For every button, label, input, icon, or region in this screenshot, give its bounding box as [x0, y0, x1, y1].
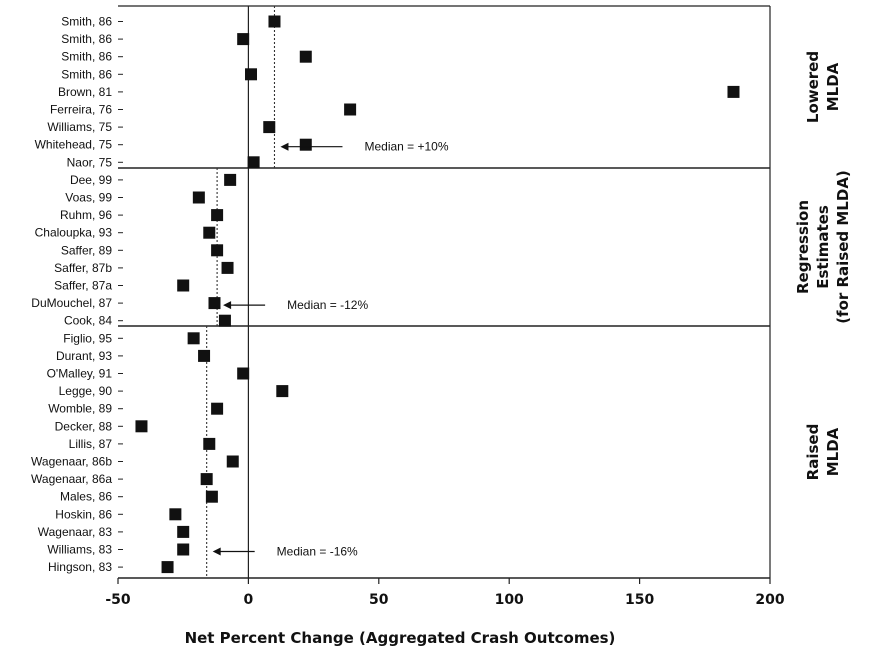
- panel-label-line: MLDA: [824, 62, 842, 111]
- study-label: Saffer, 87b: [54, 261, 112, 275]
- panel-label-line: Estimates: [814, 205, 832, 289]
- study-label: Ferreira, 76: [50, 103, 112, 117]
- study-point: [248, 156, 260, 168]
- median-arrowhead: [223, 301, 231, 309]
- study-label: Wagenaar, 86b: [31, 455, 112, 469]
- study-label: Chaloupka, 93: [35, 226, 113, 240]
- study-label: Smith, 86: [61, 32, 112, 46]
- study-label: Whitehead, 75: [35, 138, 113, 152]
- study-point: [177, 544, 189, 556]
- study-label: Williams, 83: [47, 543, 112, 557]
- study-point: [206, 491, 218, 503]
- study-label: Womble, 89: [48, 402, 112, 416]
- study-point: [162, 561, 174, 573]
- study-label: Figlio, 95: [63, 331, 112, 345]
- study-label: Legge, 90: [59, 384, 113, 398]
- data-points: [135, 16, 739, 574]
- x-tick-label: 200: [755, 592, 784, 608]
- study-label: Wagenaar, 83: [38, 525, 113, 539]
- study-label: Hingson, 83: [48, 560, 112, 574]
- study-point: [245, 68, 257, 80]
- study-point: [203, 227, 215, 239]
- study-label: Naor, 75: [67, 155, 113, 169]
- median-label: Median = -16%: [277, 545, 358, 559]
- study-labels: Smith, 86 Smith, 86 Smith, 86 Smith, 86 Brow…: [31, 15, 123, 575]
- median-arrowhead: [213, 548, 221, 556]
- study-point: [201, 473, 213, 485]
- study-point: [211, 244, 223, 256]
- study-label: Smith, 86: [61, 50, 112, 64]
- panel-label-line: MLDA: [824, 427, 842, 476]
- study-label: Decker, 88: [55, 419, 113, 433]
- study-label: Lillis, 87: [69, 437, 113, 451]
- x-tick-label: -50: [105, 592, 131, 608]
- study-label: Ruhm, 96: [60, 208, 112, 222]
- median-label: Median = +10%: [364, 140, 448, 154]
- study-point: [211, 209, 223, 221]
- x-axis-title: Net Percent Change (Aggregated Crash Out…: [185, 629, 616, 647]
- study-label: Saffer, 87a: [54, 279, 112, 293]
- x-tick-label: 50: [369, 592, 389, 608]
- study-point: [300, 51, 312, 63]
- study-point: [193, 192, 205, 204]
- study-point: [263, 121, 275, 133]
- study-label: Smith, 86: [61, 67, 112, 81]
- panel-label: Regression Estimates (for Raised MLDA): [794, 170, 852, 324]
- study-point: [727, 86, 739, 98]
- x-axis: -50 0 50 100 150 200: [105, 578, 785, 608]
- median-arrowhead: [280, 143, 288, 151]
- x-tick-label: 100: [495, 592, 524, 608]
- study-point: [224, 174, 236, 186]
- study-point: [177, 526, 189, 538]
- study-label: DuMouchel, 87: [31, 296, 112, 310]
- study-point: [188, 332, 200, 344]
- study-label: Males, 86: [60, 490, 112, 504]
- study-label: Smith, 86: [61, 15, 112, 29]
- study-point: [219, 315, 231, 327]
- x-tick-label: 0: [244, 592, 254, 608]
- study-label: Brown, 81: [58, 85, 112, 99]
- study-point: [211, 403, 223, 415]
- study-point: [227, 456, 239, 468]
- study-point: [300, 139, 312, 151]
- panel-label-line: Raised: [804, 424, 822, 481]
- study-label: Williams, 75: [47, 120, 112, 134]
- study-point: [276, 385, 288, 397]
- study-label: Durant, 93: [56, 349, 112, 363]
- study-point: [237, 33, 249, 45]
- study-label: Voas, 99: [65, 191, 112, 205]
- study-point: [169, 508, 181, 520]
- study-label: Hoskin, 86: [55, 507, 112, 521]
- study-point: [237, 368, 249, 380]
- study-point: [135, 420, 147, 432]
- panel-label-line: Regression: [794, 200, 812, 294]
- study-label: O'Malley, 91: [47, 367, 113, 381]
- study-point: [208, 297, 220, 309]
- panel-label: Lowered MLDA: [804, 51, 842, 123]
- panel-label: Raised MLDA: [804, 424, 842, 481]
- study-point: [344, 104, 356, 116]
- x-tick-label: 150: [625, 592, 654, 608]
- median-label: Median = -12%: [287, 298, 368, 312]
- study-point: [177, 280, 189, 292]
- study-label: Dee, 99: [70, 173, 112, 187]
- study-label: Wagenaar, 86a: [31, 472, 112, 486]
- study-point: [222, 262, 234, 274]
- panel-label-line: (for Raised MLDA): [834, 170, 852, 324]
- study-point: [268, 16, 280, 28]
- study-point: [203, 438, 215, 450]
- study-label: Cook, 84: [64, 314, 112, 328]
- study-point: [198, 350, 210, 362]
- study-label: Saffer, 89: [61, 243, 112, 257]
- panel-label-line: Lowered: [804, 51, 822, 123]
